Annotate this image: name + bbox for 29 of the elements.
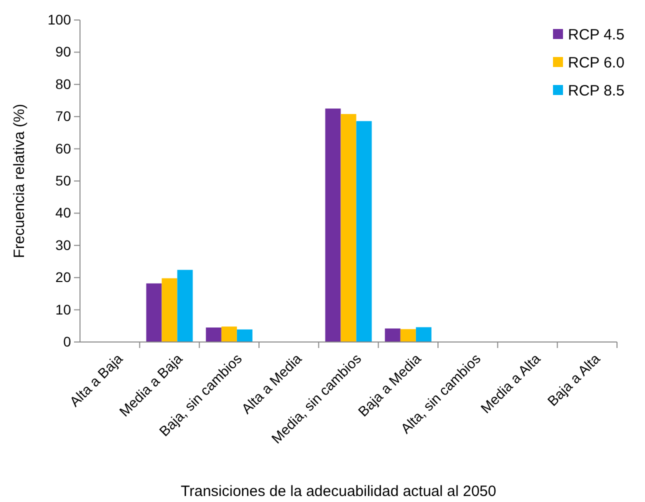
bar: [325, 108, 341, 342]
y-tick-label: 50: [55, 172, 72, 188]
bar: [146, 283, 162, 342]
y-tick-label: 30: [55, 236, 72, 253]
y-tick-label: 20: [55, 269, 72, 286]
bar: [236, 329, 252, 342]
y-tick-label: 100: [48, 11, 72, 28]
legend-label: RCP 4.5: [568, 26, 624, 44]
y-tick-label: 60: [55, 140, 72, 156]
y-tick-label: 10: [55, 301, 72, 318]
bar: [177, 270, 193, 342]
x-axis-title: Transiciones de la adecuabilidad actual al 2050: [180, 483, 496, 500]
bar: [340, 114, 356, 342]
legend-label: RCP 8.5: [568, 82, 624, 100]
y-tick-label: 80: [55, 76, 72, 92]
y-tick-label: 40: [55, 204, 72, 221]
x-tick-label: Baja a Alta: [544, 350, 604, 410]
bar: [416, 327, 432, 342]
y-axis-title: Frecuencia relativa (%): [11, 104, 28, 258]
bar: [356, 121, 372, 342]
y-tick-label: 0: [63, 333, 72, 350]
bar: [384, 328, 400, 342]
y-tick-label: 70: [55, 108, 72, 124]
y-tick-label: 90: [55, 44, 72, 60]
bar: [162, 278, 178, 342]
legend-label: RCP 6.0: [568, 54, 624, 72]
bar: [400, 329, 416, 342]
bar: [206, 328, 222, 342]
bar: [221, 326, 237, 342]
